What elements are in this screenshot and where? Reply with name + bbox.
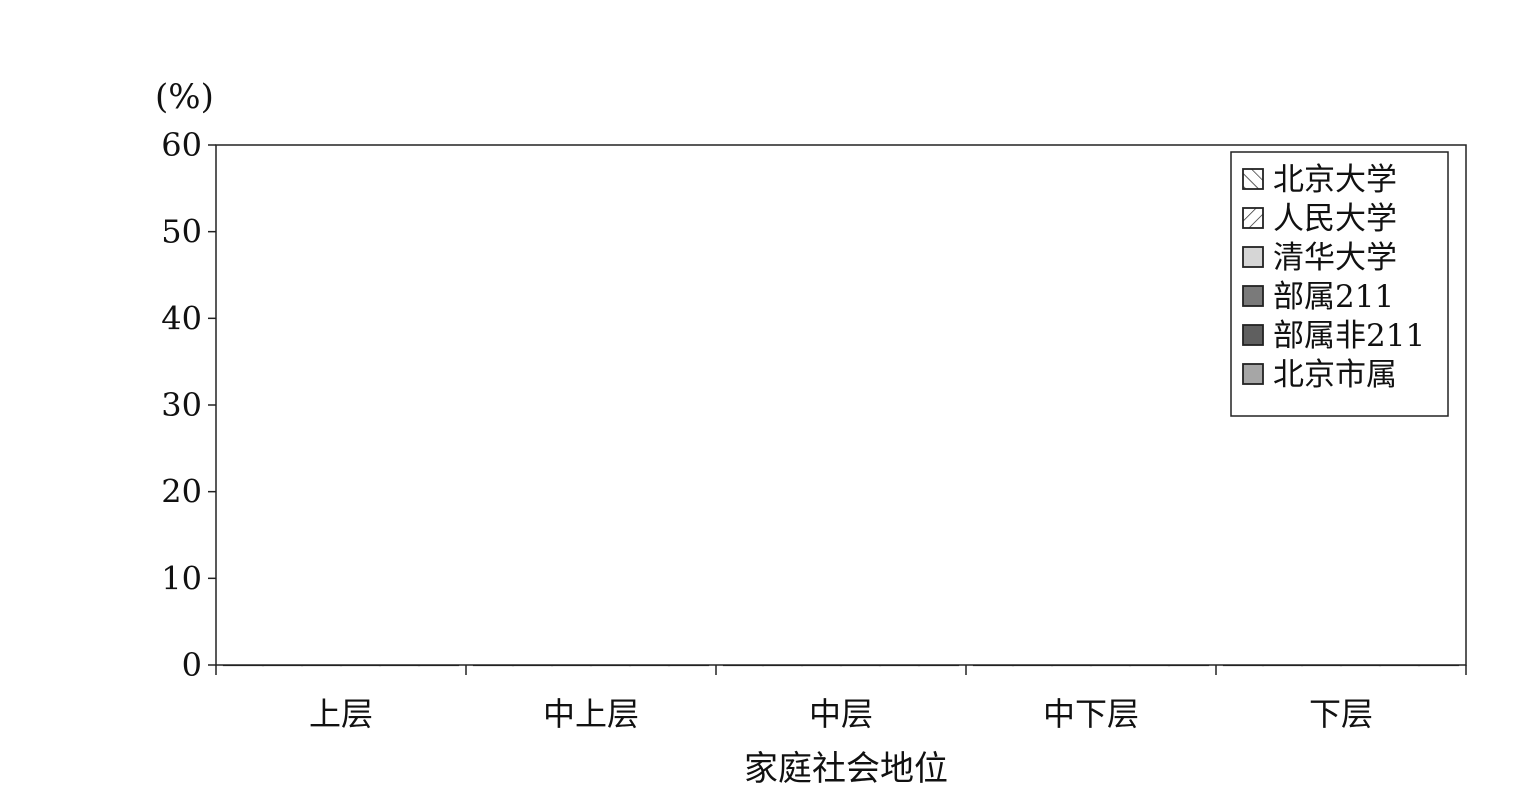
legend-swatch — [1242, 363, 1264, 385]
tick-labels: 0 10 20 30 40 50 60 上层 中上层 中层 中下层 下层 — [161, 126, 1373, 733]
x-category-label: 上层 — [309, 695, 373, 733]
y-tick-label: 30 — [161, 386, 202, 424]
legend-swatch — [1242, 168, 1264, 190]
x-category-label: 中上层 — [543, 695, 639, 733]
y-tick-label: 50 — [161, 213, 202, 251]
legend-swatch — [1242, 246, 1264, 268]
legend-label: 清华大学 — [1273, 240, 1397, 276]
y-tick-label: 40 — [161, 299, 202, 337]
legend-swatch — [1242, 285, 1264, 307]
legend-label: 北京市属 — [1273, 357, 1397, 393]
legend-box — [1230, 151, 1449, 417]
y-axis-unit: (%) — [155, 77, 214, 117]
legend-label: 北京大学 — [1273, 162, 1397, 198]
legend-label: 人民大学 — [1273, 201, 1397, 237]
y-tick-label: 60 — [161, 126, 202, 164]
legend-swatch — [1242, 324, 1264, 346]
y-tick-label: 10 — [161, 559, 202, 597]
legend-label: 部属211 — [1273, 279, 1394, 315]
legend-swatch — [1242, 207, 1264, 229]
x-category-label: 中层 — [809, 695, 873, 733]
x-category-label: 下层 — [1309, 695, 1373, 733]
y-tick-label: 20 — [161, 473, 202, 511]
y-tick-label: 0 — [182, 646, 202, 684]
legend-label: 部属非211 — [1273, 318, 1425, 354]
x-axis-title: 家庭社会地位 — [744, 749, 948, 789]
x-category-label: 中下层 — [1043, 695, 1139, 733]
